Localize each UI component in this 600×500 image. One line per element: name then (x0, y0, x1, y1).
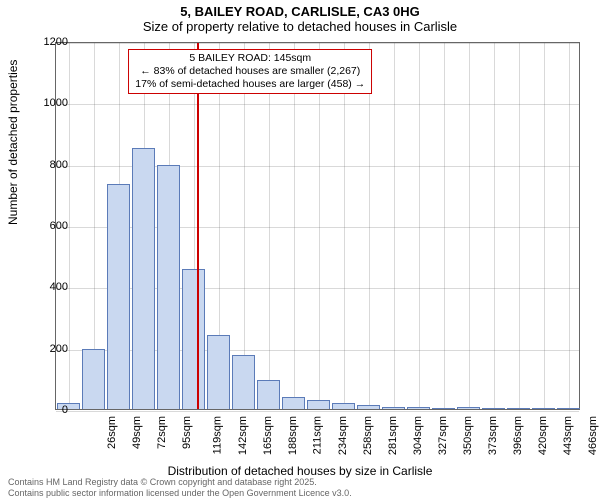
chart-title-block: 5, BAILEY ROAD, CARLISLE, CA3 0HG Size o… (0, 0, 600, 34)
x-tick-label: 165sqm (262, 416, 274, 455)
x-tick-label: 304sqm (412, 416, 424, 455)
x-tick-label: 234sqm (337, 416, 349, 455)
grid-line-v (369, 43, 370, 409)
x-tick-label: 258sqm (362, 416, 374, 455)
histogram-bar (207, 335, 231, 409)
histogram-bar (157, 165, 181, 409)
histogram-bar (432, 408, 456, 409)
histogram-bar (457, 407, 481, 409)
grid-line-v (269, 43, 270, 409)
histogram-bar (282, 397, 306, 409)
grid-line-v (344, 43, 345, 409)
title-line-2: Size of property relative to detached ho… (0, 19, 600, 34)
grid-line-h (56, 104, 579, 105)
grid-line-v (569, 43, 570, 409)
grid-line-v (469, 43, 470, 409)
x-tick-label: 373sqm (487, 416, 499, 455)
x-tick-label: 95sqm (181, 416, 193, 449)
x-tick-label: 72sqm (156, 416, 168, 449)
grid-line-v (519, 43, 520, 409)
histogram-bar (382, 407, 406, 409)
x-tick-label: 26sqm (106, 416, 118, 449)
grid-line-v (419, 43, 420, 409)
annotation-text: ← 83% of detached houses are smaller (2,… (135, 65, 365, 78)
reference-line (197, 43, 199, 409)
x-tick-label: 211sqm (311, 416, 323, 454)
histogram-bar (232, 355, 256, 409)
x-tick-label: 420sqm (537, 416, 549, 455)
plot-wrap: 5 BAILEY ROAD: 145sqm← 83% of detached h… (55, 42, 580, 410)
grid-line-v (494, 43, 495, 409)
histogram-bar (357, 405, 381, 409)
y-tick-label: 400 (33, 281, 68, 293)
x-tick-label: 350sqm (462, 416, 474, 455)
grid-line-v (544, 43, 545, 409)
histogram-bar (557, 408, 581, 409)
x-tick-label: 466sqm (587, 416, 599, 455)
y-tick-label: 800 (33, 159, 68, 171)
x-tick-label: 281sqm (387, 416, 399, 455)
histogram-bar (307, 400, 331, 409)
annotation-box: 5 BAILEY ROAD: 145sqm← 83% of detached h… (128, 49, 372, 94)
x-tick-label: 327sqm (437, 416, 449, 455)
histogram-bar (82, 349, 106, 409)
histogram-bar (132, 148, 156, 409)
x-tick-label: 142sqm (237, 416, 249, 455)
y-tick-label: 1200 (33, 36, 68, 48)
x-tick-label: 443sqm (562, 416, 574, 455)
grid-line-v (69, 43, 70, 409)
histogram-bar (257, 380, 281, 409)
grid-line-v (244, 43, 245, 409)
histogram-bar (107, 184, 131, 409)
histogram-bar (482, 408, 506, 409)
x-tick-label: 188sqm (287, 416, 299, 455)
histogram-bar (182, 269, 206, 409)
x-axis-label: Distribution of detached houses by size … (0, 464, 600, 478)
x-tick-label: 396sqm (512, 416, 524, 455)
y-tick-label: 200 (33, 343, 68, 355)
footer-line-2: Contains public sector information licen… (8, 488, 352, 498)
grid-line-v (394, 43, 395, 409)
grid-line-v (444, 43, 445, 409)
title-line-1: 5, BAILEY ROAD, CARLISLE, CA3 0HG (0, 4, 600, 19)
x-tick-label: 119sqm (211, 416, 223, 454)
y-tick-label: 600 (33, 220, 68, 232)
grid-line-h (56, 43, 579, 44)
annotation-text: 17% of semi-detached houses are larger (… (135, 78, 365, 91)
footer-line-1: Contains HM Land Registry data © Crown c… (8, 477, 352, 487)
y-axis-label: Number of detached properties (6, 60, 20, 225)
annotation-text: 5 BAILEY ROAD: 145sqm (135, 52, 365, 65)
plot-area: 5 BAILEY ROAD: 145sqm← 83% of detached h… (55, 42, 580, 410)
y-tick-label: 0 (33, 404, 68, 416)
grid-line-v (294, 43, 295, 409)
histogram-bar (532, 408, 556, 409)
histogram-bar (407, 407, 431, 409)
x-tick-label: 49sqm (131, 416, 143, 449)
histogram-bar (332, 403, 356, 409)
grid-line-v (319, 43, 320, 409)
footer-attribution: Contains HM Land Registry data © Crown c… (8, 477, 352, 498)
histogram-bar (507, 408, 531, 409)
grid-line-h (56, 411, 579, 412)
y-tick-label: 1000 (33, 97, 68, 109)
